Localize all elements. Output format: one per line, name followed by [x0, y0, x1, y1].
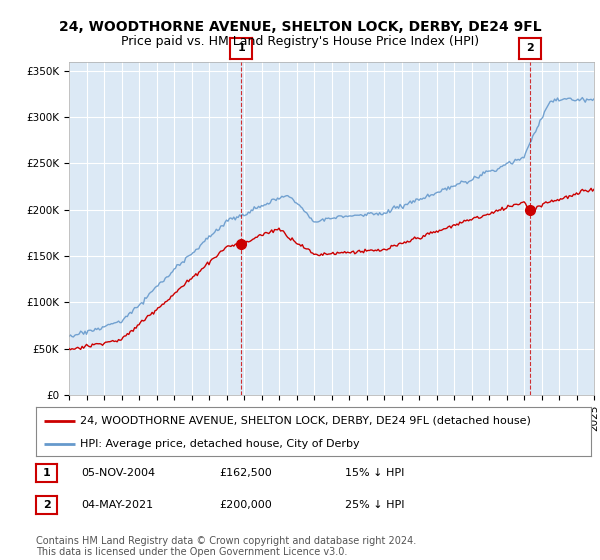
Text: 2: 2 — [43, 500, 50, 510]
Text: 04-MAY-2021: 04-MAY-2021 — [81, 500, 153, 510]
Text: HPI: Average price, detached house, City of Derby: HPI: Average price, detached house, City… — [80, 439, 360, 449]
Text: 25% ↓ HPI: 25% ↓ HPI — [345, 500, 404, 510]
Text: Price paid vs. HM Land Registry's House Price Index (HPI): Price paid vs. HM Land Registry's House … — [121, 35, 479, 48]
Text: 24, WOODTHORNE AVENUE, SHELTON LOCK, DERBY, DE24 9FL: 24, WOODTHORNE AVENUE, SHELTON LOCK, DER… — [59, 20, 541, 34]
Text: £200,000: £200,000 — [219, 500, 272, 510]
Text: 24, WOODTHORNE AVENUE, SHELTON LOCK, DERBY, DE24 9FL (detached house): 24, WOODTHORNE AVENUE, SHELTON LOCK, DER… — [80, 416, 531, 426]
Text: Contains HM Land Registry data © Crown copyright and database right 2024.
This d: Contains HM Land Registry data © Crown c… — [36, 535, 416, 557]
Bar — [241, 62, 530, 395]
Text: 2: 2 — [526, 43, 534, 53]
Text: 1: 1 — [43, 468, 50, 478]
Text: £162,500: £162,500 — [219, 468, 272, 478]
Text: 15% ↓ HPI: 15% ↓ HPI — [345, 468, 404, 478]
Text: 05-NOV-2004: 05-NOV-2004 — [81, 468, 155, 478]
Text: 1: 1 — [237, 43, 245, 53]
